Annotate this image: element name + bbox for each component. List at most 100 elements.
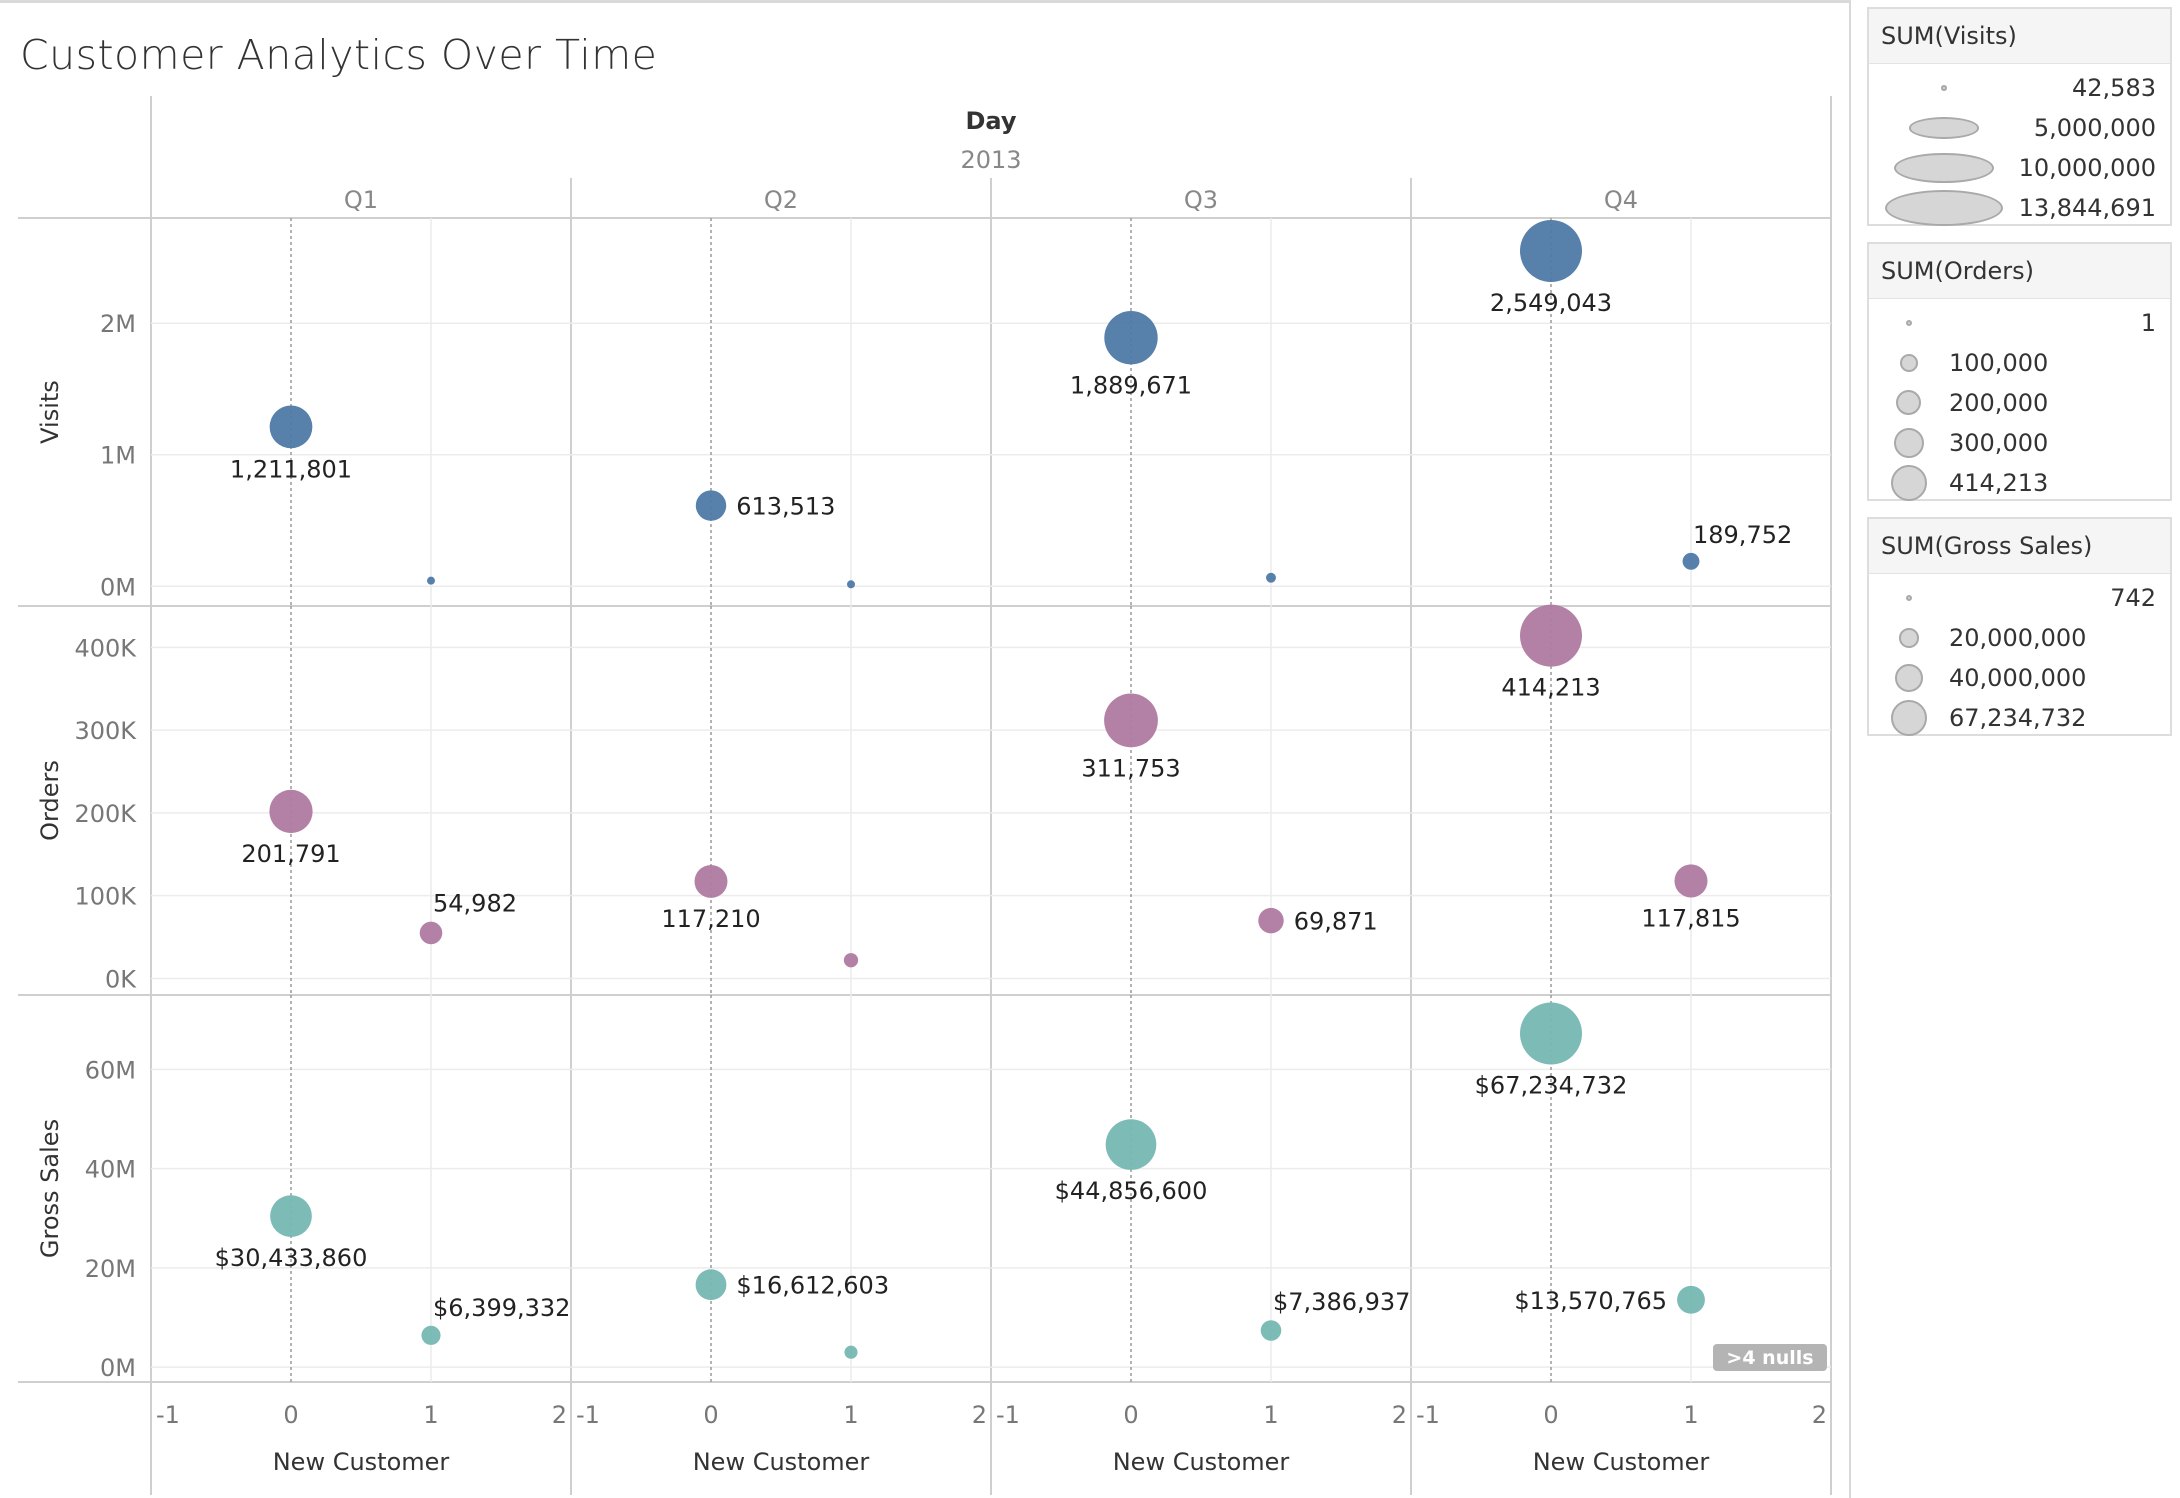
x-tick-label: 0 (703, 1401, 718, 1429)
y-tick-label: 20M (85, 1255, 136, 1283)
legend-value: 414,213 (1949, 469, 2049, 497)
data-label: 1,889,671 (1070, 371, 1192, 399)
data-label: 69,871 (1294, 908, 1378, 936)
legend-orders[interactable]: SUM(Orders) 1 100,000 200,000 300,000 414,21… (1867, 242, 2172, 501)
data-point (421, 1325, 441, 1345)
legend-size-symbol (1908, 117, 1980, 139)
null-indicator-label: >4 nulls (1726, 1347, 1813, 1369)
y-tick-label: 0K (105, 965, 137, 993)
data-label: 414,213 (1501, 674, 1600, 702)
column-header-year: 2013 (960, 146, 1021, 174)
data-point (1520, 220, 1582, 283)
data-point (1674, 864, 1708, 898)
x-tick-label: -1 (996, 1401, 1020, 1429)
legend-size-symbol (1885, 190, 2003, 226)
x-tick-label: 2 (1392, 1401, 1407, 1429)
x-axis-title: New Customer (1533, 1448, 1710, 1476)
legend-entry: 414,213 (1869, 463, 2170, 503)
x-tick-label: 2 (972, 1401, 987, 1429)
legend-size-symbol (1899, 628, 1919, 648)
legend-value: 13,844,691 (2018, 194, 2156, 222)
x-tick-label: 2 (1812, 1401, 1827, 1429)
data-point (694, 864, 728, 898)
legend-entry: 1 (1869, 303, 2170, 343)
legend-value: 42,583 (2072, 74, 2156, 102)
column-header-day: Day (965, 107, 1016, 135)
data-label: $67,234,732 (1475, 1072, 1628, 1100)
null-indicator (1713, 1344, 1827, 1371)
legend-value: 20,000,000 (1949, 624, 2087, 652)
legend-title: SUM(Orders) (1869, 244, 2170, 299)
x-tick-label: 1 (843, 1401, 858, 1429)
chart-title: Customer Analytics Over Time (20, 31, 658, 79)
legend-visits[interactable]: SUM(Visits) 42,583 5,000,000 10,000,000 13,… (1867, 7, 2172, 226)
y-tick-label: 40M (85, 1156, 136, 1184)
data-point (1260, 1320, 1282, 1341)
y-axis-title: Orders (36, 760, 64, 841)
data-label: $44,856,600 (1055, 1177, 1208, 1205)
legend-entry: 300,000 (1869, 423, 2170, 463)
data-point (1105, 1119, 1157, 1170)
data-point (1104, 311, 1158, 365)
data-label: $16,612,603 (736, 1272, 889, 1300)
y-tick-label: 0M (100, 573, 136, 601)
legend-title: SUM(Gross Sales) (1869, 519, 2170, 574)
legend-size-symbol (1893, 152, 1995, 184)
data-label: 311,753 (1081, 754, 1180, 782)
data-point (1520, 604, 1582, 667)
legend-size-symbol (1895, 664, 1923, 692)
legend-entry: 5,000,000 (1869, 108, 2170, 148)
data-point (426, 576, 436, 585)
y-axis-title: Visits (36, 380, 64, 444)
legend-size-symbol (1891, 700, 1927, 736)
data-label: 117,815 (1641, 904, 1740, 932)
legend-entry: 42,583 (1869, 68, 2170, 108)
data-point (1266, 572, 1276, 583)
data-label: 189,752 (1693, 521, 1792, 549)
legend-value: 200,000 (1949, 389, 2049, 417)
x-tick-label: 0 (283, 1401, 298, 1429)
data-point (844, 1345, 858, 1359)
legend-size-symbol (1940, 85, 1948, 91)
legend-entry: 40,000,000 (1869, 658, 2170, 698)
x-tick-label: -1 (1416, 1401, 1440, 1429)
legend-size-symbol (1906, 595, 1912, 601)
bubble-chart: Day 2013 Q1 Q2 Q3 Q4 0M 1M 2M Visits 1,211,801 613,… (18, 96, 1832, 1495)
legend-entry: 742 (1869, 578, 2170, 618)
data-point (1520, 1002, 1582, 1065)
quarter-label: Q1 (344, 186, 378, 214)
y-tick-label: 200K (74, 800, 137, 828)
data-point (1104, 693, 1158, 748)
legend-entry: 100,000 (1869, 343, 2170, 383)
data-label: 201,791 (241, 840, 340, 868)
data-point (695, 1269, 727, 1301)
quarter-label: Q3 (1184, 186, 1218, 214)
x-tick-label: 0 (1123, 1401, 1138, 1429)
y-tick-label: 0M (100, 1354, 136, 1382)
data-label: $6,399,332 (433, 1294, 570, 1322)
legend-entry: 67,234,732 (1869, 698, 2170, 738)
data-point (270, 1195, 312, 1237)
legend-size-symbol (1906, 320, 1912, 326)
legend-size-symbol (1893, 427, 1925, 459)
y-tick-label: 60M (85, 1056, 136, 1084)
data-point (1258, 907, 1284, 934)
legend-value: 10,000,000 (2018, 154, 2156, 182)
quarter-label: Q2 (764, 186, 798, 214)
x-tick-label: 0 (1543, 1401, 1558, 1429)
data-label: $30,433,860 (215, 1244, 368, 1272)
y-tick-label: 2M (100, 310, 136, 338)
legend-value: 742 (2110, 584, 2156, 612)
legend-size-symbol (1896, 390, 1922, 416)
data-point (1677, 1285, 1705, 1314)
data-point (269, 405, 313, 449)
x-tick-label: -1 (156, 1401, 180, 1429)
legend-entry: 10,000,000 (1869, 148, 2170, 188)
viz-frame: Customer Analytics Over Time (0, 0, 1851, 1498)
data-label: 54,982 (433, 890, 517, 918)
x-tick-label: 1 (1263, 1401, 1278, 1429)
data-label: $7,386,937 (1273, 1288, 1410, 1316)
legend-gross-sales[interactable]: SUM(Gross Sales) 742 20,000,000 40,000,000… (1867, 517, 2172, 736)
data-point (419, 921, 443, 945)
y-tick-label: 300K (74, 717, 137, 745)
